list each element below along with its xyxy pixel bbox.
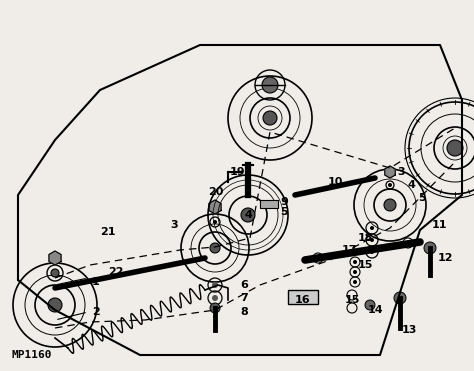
Circle shape: [313, 253, 323, 263]
Text: 8: 8: [240, 307, 248, 317]
Text: MP1160: MP1160: [12, 350, 53, 360]
Polygon shape: [385, 166, 395, 178]
Circle shape: [241, 208, 255, 222]
Text: 20: 20: [208, 187, 223, 197]
Text: 19: 19: [230, 167, 246, 177]
Polygon shape: [209, 200, 221, 214]
Text: 4: 4: [408, 180, 416, 190]
Text: 13: 13: [402, 325, 418, 335]
Circle shape: [384, 199, 396, 211]
Text: 6: 6: [240, 280, 248, 290]
Circle shape: [210, 243, 220, 253]
Text: 7: 7: [240, 293, 248, 303]
Bar: [260, 200, 278, 208]
Circle shape: [370, 238, 374, 242]
Text: 3: 3: [170, 220, 178, 230]
Circle shape: [263, 111, 277, 125]
Circle shape: [370, 250, 374, 254]
Circle shape: [370, 226, 374, 230]
Text: 14: 14: [368, 305, 383, 315]
Circle shape: [353, 270, 357, 274]
Text: 11: 11: [432, 220, 447, 230]
Circle shape: [51, 269, 59, 277]
Text: 5: 5: [280, 207, 288, 217]
Text: 17: 17: [342, 245, 357, 255]
Text: 15: 15: [358, 260, 374, 270]
Text: 22: 22: [108, 267, 124, 277]
Text: 5: 5: [418, 193, 426, 203]
Circle shape: [365, 300, 375, 310]
Circle shape: [210, 303, 220, 313]
Text: 1: 1: [92, 277, 100, 287]
Circle shape: [212, 295, 218, 301]
Circle shape: [353, 260, 357, 264]
Circle shape: [262, 77, 278, 93]
Polygon shape: [49, 251, 61, 265]
Text: 16: 16: [295, 295, 310, 305]
Text: 9: 9: [280, 197, 288, 207]
Text: 3: 3: [397, 167, 405, 177]
Text: 10: 10: [328, 177, 343, 187]
Circle shape: [388, 183, 392, 187]
Text: 15: 15: [345, 295, 360, 305]
Text: 21: 21: [100, 227, 116, 237]
Text: 18: 18: [358, 233, 374, 243]
Circle shape: [394, 292, 406, 304]
Text: 4: 4: [245, 210, 253, 220]
Text: 2: 2: [92, 307, 100, 317]
Bar: [288, 290, 318, 304]
Circle shape: [424, 242, 436, 254]
Circle shape: [403, 238, 413, 248]
Circle shape: [353, 280, 357, 284]
Circle shape: [48, 298, 62, 312]
Circle shape: [212, 282, 218, 288]
Text: 12: 12: [438, 253, 454, 263]
Circle shape: [447, 140, 463, 156]
Circle shape: [213, 220, 217, 224]
